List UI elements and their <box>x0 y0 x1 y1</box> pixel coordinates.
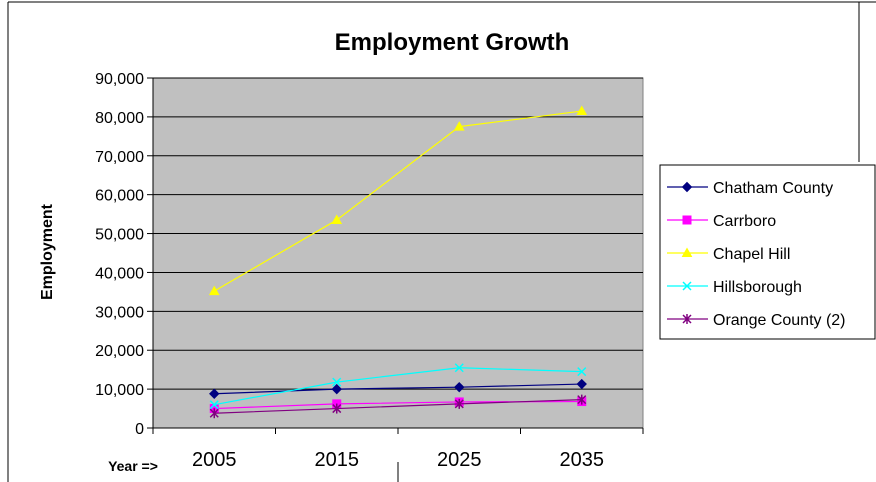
data-point <box>453 121 465 131</box>
legend-item: Chatham County <box>667 180 833 197</box>
series-lines <box>208 105 588 419</box>
x-tick-label: 2005 <box>192 449 237 471</box>
data-point <box>577 367 587 377</box>
legend-item: Orange County (2) <box>667 312 846 329</box>
data-point <box>576 378 587 390</box>
data-point <box>577 394 587 405</box>
x-tick-label: 2025 <box>437 449 482 471</box>
legend-swatch-marker <box>681 181 693 193</box>
data-point <box>208 285 220 296</box>
data-point <box>331 214 343 224</box>
y-tick-label: 80,000 <box>95 110 144 127</box>
data-point <box>454 381 465 393</box>
data-point <box>332 403 342 414</box>
gridlines <box>153 77 643 429</box>
legend-item: Carrboro <box>667 213 776 230</box>
series-0 <box>209 378 587 399</box>
chart-title: Employment Growth <box>335 29 570 56</box>
y-axis-label: Employment <box>39 203 56 300</box>
axes <box>147 77 644 434</box>
x-axis-label: Year => <box>108 458 158 474</box>
data-point <box>454 363 464 373</box>
legend-item: Chapel Hill <box>667 246 790 263</box>
legend: Chatham County Carrboro Chapel Hill Hillsbo… <box>659 164 876 340</box>
y-tick-label: 0 <box>135 421 144 438</box>
x-tick-label: 2015 <box>315 449 360 471</box>
legend-item: Hillsborough <box>667 279 802 296</box>
x-tick-label: 2035 <box>560 449 605 471</box>
legend-label: Chapel Hill <box>713 246 790 263</box>
x-tick-labels: 2005 2015 2025 2035 <box>192 449 604 471</box>
series-line <box>214 399 582 414</box>
series-2 <box>208 105 588 296</box>
y-tick-label: 90,000 <box>95 71 144 88</box>
series-line <box>213 110 582 292</box>
data-point <box>209 400 219 410</box>
y-tick-label: 50,000 <box>95 227 144 244</box>
legend-swatch-marker <box>681 247 693 257</box>
data-point <box>331 383 342 395</box>
legend-box <box>659 164 876 340</box>
y-tick-labels: 0 10,000 20,000 30,000 40,000 50,000 60,000 70,… <box>95 71 144 438</box>
legend-label: Orange County (2) <box>713 312 846 329</box>
legend-label: Carrboro <box>713 213 776 230</box>
y-tick-label: 10,000 <box>95 382 144 399</box>
series-line <box>214 383 582 395</box>
data-point <box>576 105 588 116</box>
data-point <box>209 388 220 399</box>
data-point <box>454 398 464 409</box>
legend-label: Chatham County <box>713 180 833 197</box>
legend-swatch-marker <box>682 314 692 324</box>
y-tick-label: 40,000 <box>95 265 144 282</box>
plot-area <box>152 77 644 429</box>
y-tick-label: 70,000 <box>95 149 144 166</box>
series-line <box>214 367 582 406</box>
series-4 <box>209 394 587 419</box>
data-point <box>332 377 342 387</box>
legend-label: Hillsborough <box>713 279 802 296</box>
data-point <box>209 408 219 419</box>
series-3 <box>209 363 587 410</box>
y-tick-label: 30,000 <box>95 304 144 321</box>
legend-swatch-marker <box>682 281 692 291</box>
legend-swatch-marker <box>682 215 692 225</box>
y-tick-label: 60,000 <box>95 188 144 205</box>
y-tick-label: 20,000 <box>95 343 144 360</box>
